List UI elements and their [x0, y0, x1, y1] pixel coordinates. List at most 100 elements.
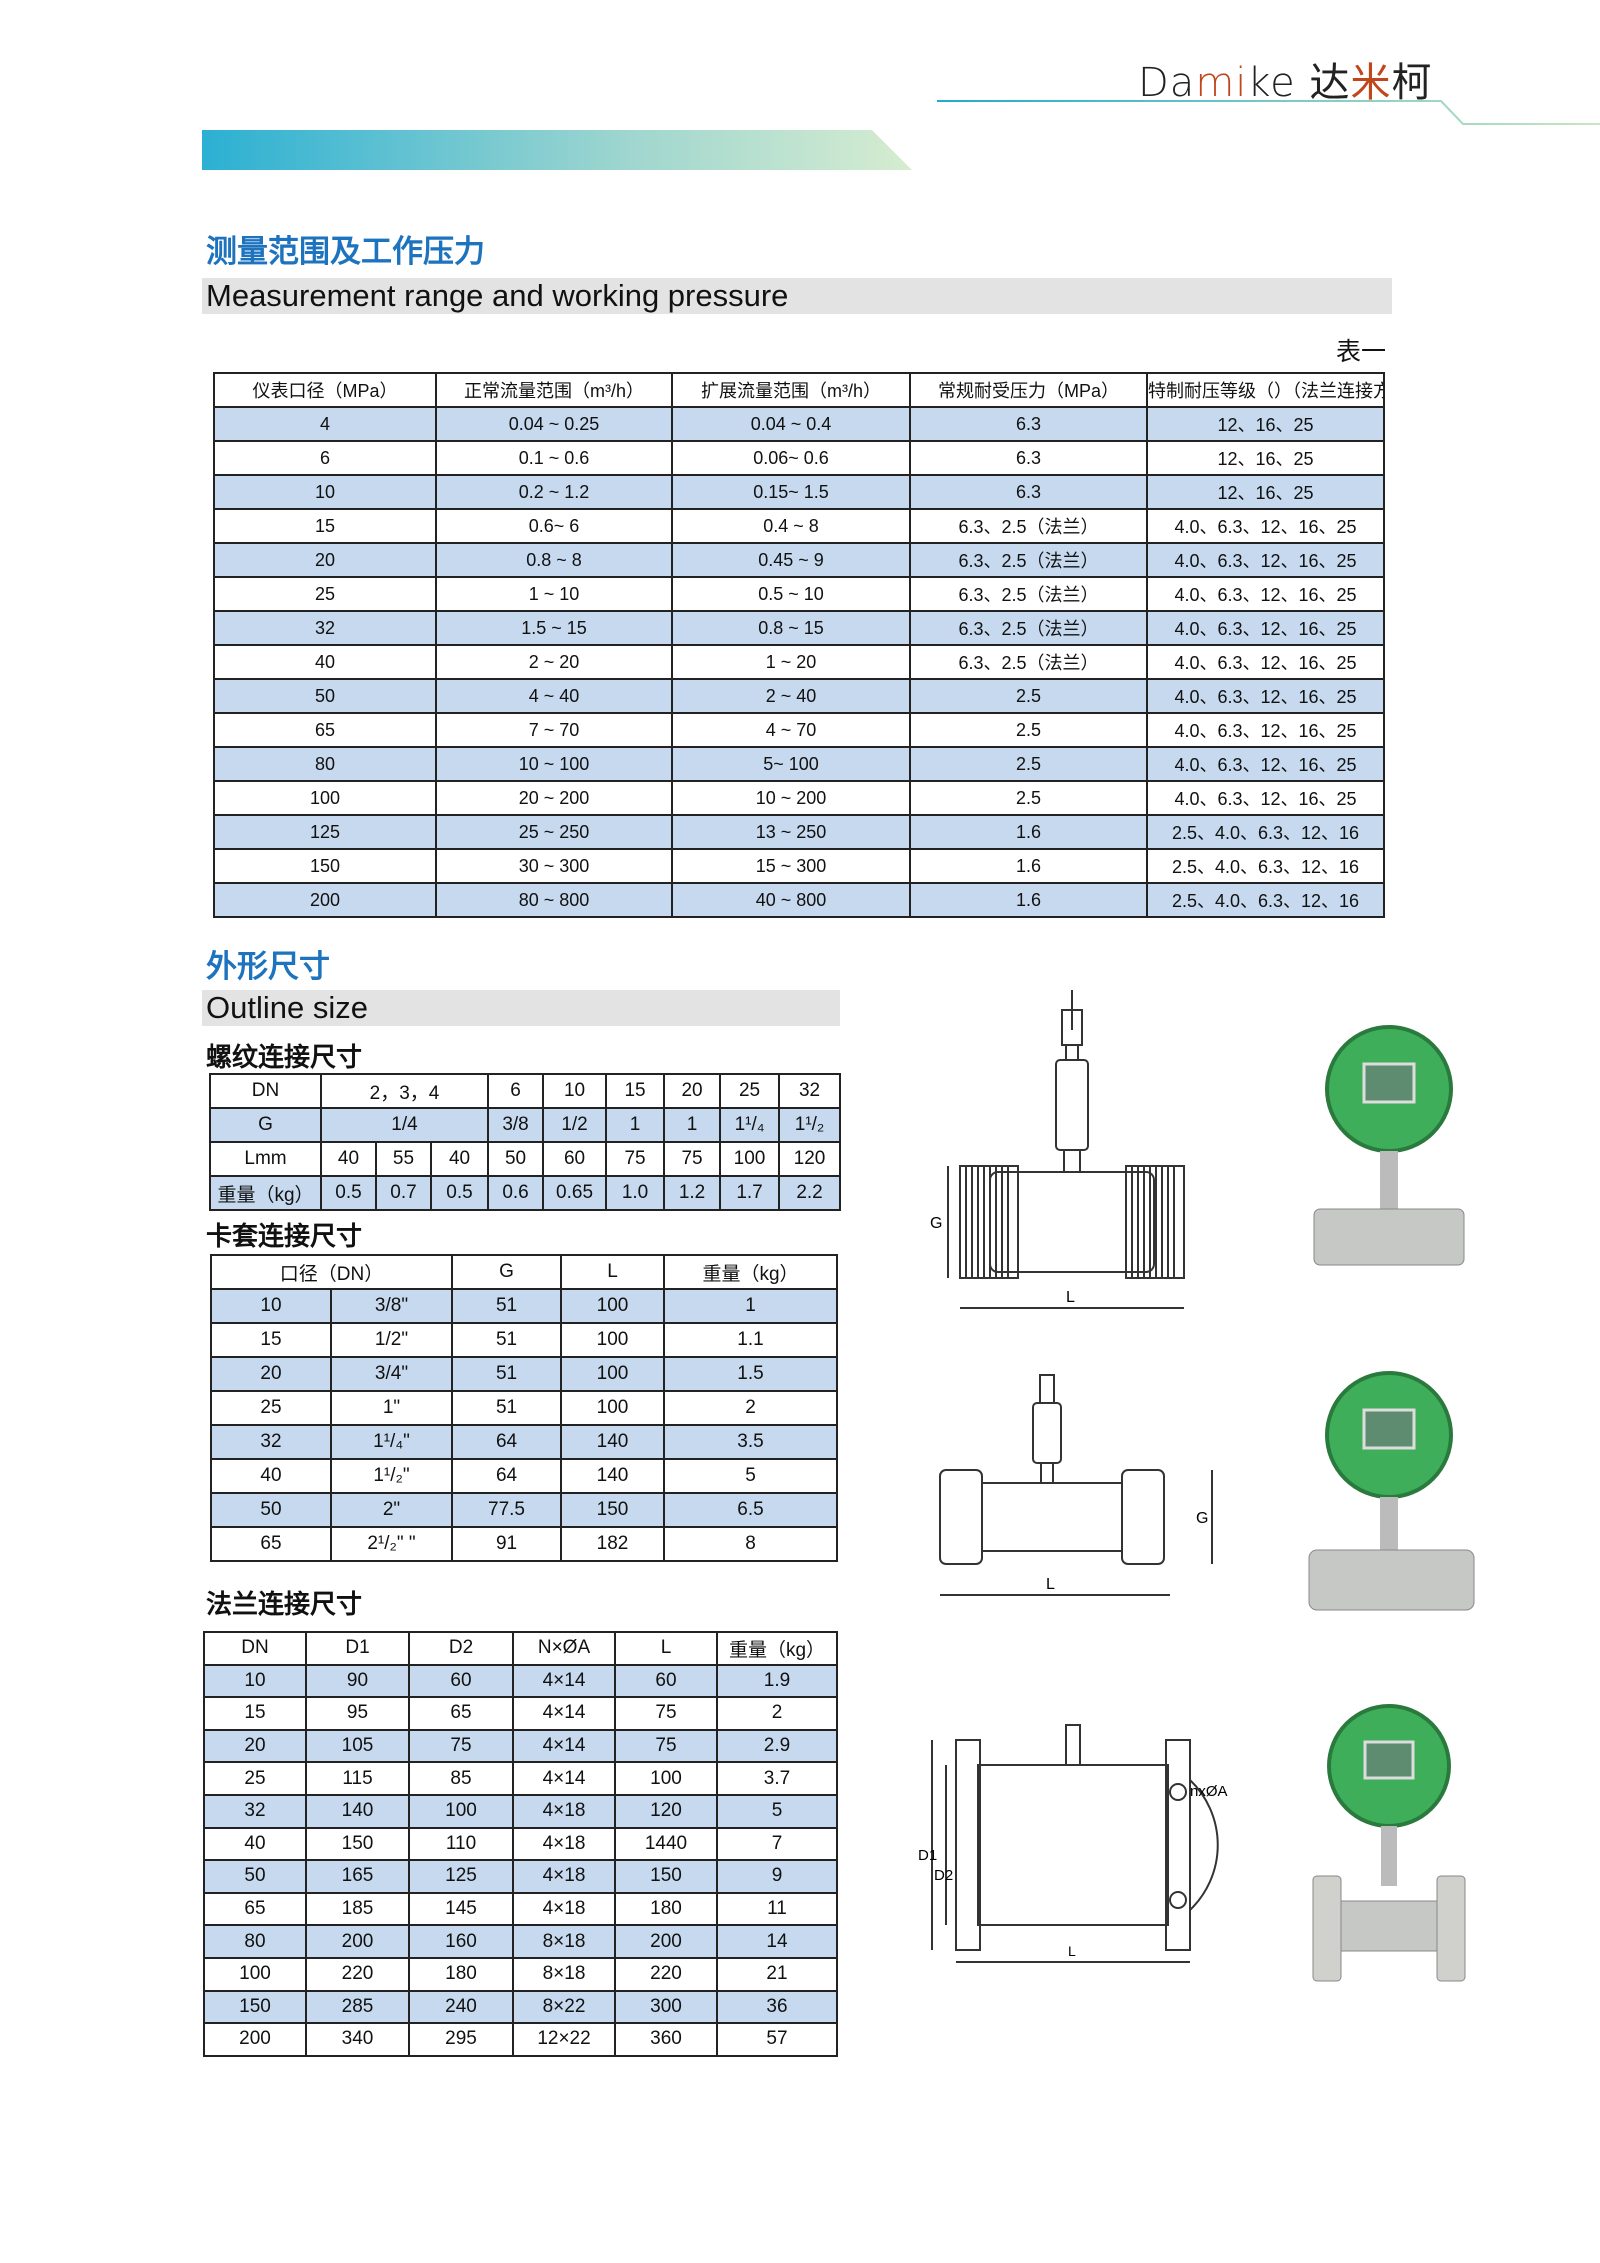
table-row: 15 1/2" 51 100 1.1	[210, 1322, 839, 1358]
table-row: 50 4 ~ 40 2 ~ 40 2.5 4.0、6.3、12、16、25	[213, 678, 1385, 714]
table-cell: 140	[560, 1458, 666, 1494]
table-cell: 25	[719, 1073, 781, 1109]
table-cell: 57	[716, 2022, 838, 2057]
flange-meter-photo	[1312, 1704, 1466, 1982]
table-cell: 2.5、4.0、6.3、12、16	[1146, 848, 1385, 884]
table-cell: 85	[408, 1761, 514, 1796]
table-cell: 3.5	[663, 1424, 839, 1460]
table-row: 40 2 ~ 20 1 ~ 20 6.3、2.5（法兰） 4.0、6.3、12、16、2…	[213, 644, 1385, 680]
table-cell: 60	[408, 1663, 514, 1699]
table-cell: 口径（DN）	[209, 1254, 454, 1290]
table-cell: 75	[408, 1728, 514, 1764]
table-cell: 10	[542, 1073, 608, 1109]
table-cell: 正常流量范围（m³/h）	[435, 372, 673, 408]
table-cell: 64	[451, 1458, 563, 1494]
table-cell: 4.0、6.3、12、16、25	[1146, 644, 1385, 680]
table-cell: 2.2	[778, 1175, 842, 1211]
table-cell: 0.4 ~ 8	[671, 508, 911, 544]
table-cell: 40 ~ 800	[671, 882, 911, 918]
table-row: 20 0.8 ~ 8 0.45 ~ 9 6.3、2.5（法兰） 4.0、6.3、12、1…	[213, 542, 1385, 578]
table-cell: 182	[560, 1526, 666, 1562]
table-cell: 4×14	[512, 1761, 616, 1796]
table-cell: 4.0、6.3、12、16、25	[1146, 576, 1385, 612]
table-cell: 8×18	[512, 1956, 616, 1992]
table-row: 40 150 110 4×18 1440 7	[203, 1826, 838, 1862]
table-row: 50 2" 77.5 150 6.5	[210, 1492, 839, 1528]
table-cell: 6.3、2.5（法兰）	[909, 644, 1148, 680]
table-cell: 10	[203, 1663, 307, 1699]
table-cell: 65	[203, 1891, 307, 1927]
table-cell: 100	[213, 780, 437, 816]
flange-connection-drawing: D1 D2 nxØA L	[918, 1724, 1228, 1963]
measurement-range-table: 仪表口径（MPa） 正常流量范围（m³/h） 扩展流量范围（m³/h） 常规耐受压力（…	[213, 372, 1385, 918]
table-cell: 200	[213, 882, 437, 918]
table-row: 100 220 180 8×18 220 21	[203, 1956, 838, 1992]
table-cell: 0.5	[429, 1175, 490, 1211]
table-cell: 1.6	[909, 814, 1148, 850]
table-cell: 12×22	[512, 2022, 616, 2057]
table-cell: 30 ~ 300	[435, 848, 673, 884]
l-dimension-label: L	[1066, 1289, 1075, 1306]
flange-connection-table: DN D1 D2 N×ØA L 重量（kg） 10 90 60 4×14 60 1.9 15 95 65 4×…	[203, 1631, 838, 2057]
table-row: 10 0.2 ~ 1.2 0.15~ 1.5 6.3 12、16、25	[213, 474, 1385, 510]
table-cell: 6.3、2.5（法兰）	[909, 542, 1148, 578]
thread-meter-photo	[1313, 1025, 1465, 1266]
table-cell: 140	[560, 1424, 666, 1460]
table-cell: 51	[451, 1288, 563, 1324]
table-cell: 2	[663, 1390, 839, 1426]
table-row: 65 7 ~ 70 4 ~ 70 2.5 4.0、6.3、12、16、25	[213, 712, 1385, 748]
table-cell: 4.0、6.3、12、16、25	[1146, 746, 1385, 782]
table-cell: 10	[213, 474, 437, 510]
table-cell: 4.0、6.3、12、16、25	[1146, 678, 1385, 714]
table-row: 15 95 65 4×14 75 2	[203, 1696, 838, 1731]
table-cell: 60	[614, 1663, 718, 1699]
table-cell: 15	[203, 1696, 307, 1731]
table-cell: 100	[203, 1956, 307, 1992]
table-cell: DN	[209, 1073, 322, 1109]
table-cell: 360	[614, 2022, 718, 2057]
table-row: 80 10 ~ 100 5~ 100 2.5 4.0、6.3、12、16、25	[213, 746, 1385, 782]
g-dimension-label: G	[1196, 1510, 1208, 1527]
table-row: 100 20 ~ 200 10 ~ 200 2.5 4.0、6.3、12、16、25	[213, 780, 1385, 816]
ferrule-meter-photo	[1308, 1371, 1475, 1611]
table-cell: 2，3，4	[319, 1073, 490, 1109]
table-cell: 50	[487, 1141, 545, 1177]
table-cell: 64	[451, 1424, 563, 1460]
table-row: 20 3/4" 51 100 1.5	[210, 1356, 839, 1392]
table-cell: 6	[487, 1073, 545, 1109]
table-cell: 4.0、6.3、12、16、25	[1146, 712, 1385, 748]
table-cell: 0.45 ~ 9	[671, 542, 911, 578]
table-cell: 1.9	[716, 1663, 838, 1699]
table-cell: 40	[210, 1458, 332, 1494]
table-header-row: 口径（DN） G L 重量（kg）	[209, 1254, 839, 1290]
table-cell: 1.1	[663, 1322, 839, 1358]
table-cell: 60	[542, 1141, 608, 1177]
table-cell: 40	[213, 644, 437, 680]
table-cell: 1	[605, 1107, 666, 1143]
table-cell: 50	[210, 1492, 332, 1528]
header-banner	[202, 130, 912, 170]
table-cell: 扩展流量范围（m³/h）	[671, 372, 911, 408]
table-cell: 2.5、4.0、6.3、12、16	[1146, 814, 1385, 850]
table-cell: 9	[716, 1859, 838, 1894]
table-cell: 285	[305, 1989, 410, 2025]
table-cell: 7 ~ 70	[435, 712, 673, 748]
table-cell: 240	[408, 1989, 514, 2025]
table-cell: 100	[719, 1141, 781, 1177]
table-cell: 1.2	[663, 1175, 722, 1211]
table-row: 25 1" 51 100 2	[210, 1390, 839, 1426]
table-cell: 1¹/₂	[778, 1107, 842, 1143]
table-cell: 15 ~ 300	[671, 848, 911, 884]
table-row: 25 1 ~ 10 0.5 ~ 10 6.3、2.5（法兰） 4.0、6.3、12、16…	[213, 576, 1385, 612]
table-cell: L	[614, 1631, 718, 1666]
table-row: 10 3/8" 51 100 1	[210, 1288, 839, 1324]
table-cell: 90	[305, 1663, 410, 1699]
table-cell: 11	[716, 1891, 838, 1927]
table-cell: 1¹/₄	[719, 1107, 781, 1143]
table-cell: 1 ~ 10	[435, 576, 673, 612]
table-cell: 95	[305, 1696, 410, 1731]
table-cell: 200	[203, 2022, 307, 2057]
table-cell: 3/8	[487, 1107, 545, 1143]
table-cell: 1¹/₂"	[329, 1458, 454, 1494]
table-cell: 8×22	[512, 1989, 616, 2025]
